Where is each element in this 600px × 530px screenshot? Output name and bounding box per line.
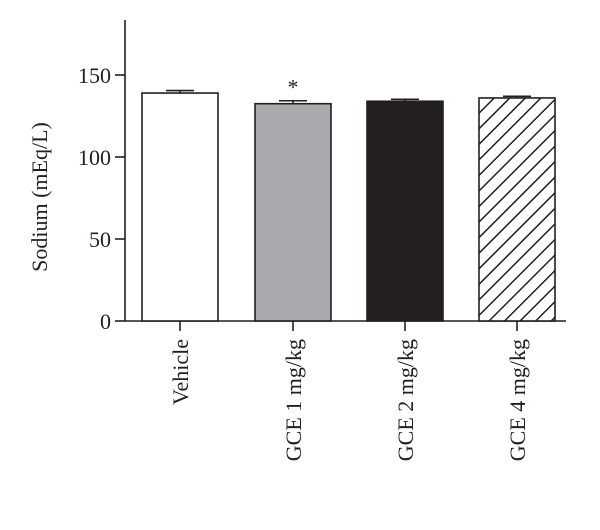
y-tick-label-50: 50 — [89, 227, 111, 252]
bar-3 — [366, 100, 444, 322]
x-tick-label-2: GCE 1 mg/kg — [281, 339, 306, 461]
bar-4 — [478, 97, 556, 322]
y-tick-label-0: 0 — [100, 309, 111, 334]
plot-area: 0 50 100 150 Vehicle GCE 1 mg/kg * GCE 2 mg/kg G… — [78, 20, 566, 461]
bar-1 — [141, 92, 219, 322]
y-tick-label-100: 100 — [78, 145, 111, 170]
y-tick-label-150: 150 — [78, 63, 111, 88]
significance-marker-2: * — [288, 75, 299, 100]
y-axis-title: Sodium (mEq/L) — [27, 122, 52, 272]
x-tick-label-4: GCE 4 mg/kg — [505, 339, 530, 461]
bar-2 — [254, 102, 332, 322]
x-tick-label-3: GCE 2 mg/kg — [393, 339, 418, 461]
x-tick-label-1: Vehicle — [168, 339, 193, 405]
